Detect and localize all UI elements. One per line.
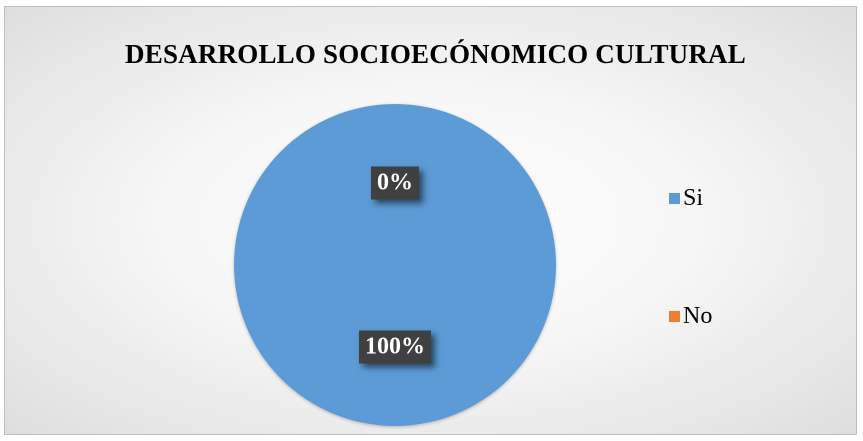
- pie-plot: [234, 104, 556, 426]
- legend-item-si: Si: [669, 183, 712, 213]
- legend-item-no: No: [669, 301, 712, 331]
- legend-swatch: [669, 310, 680, 322]
- legend-label: Si: [683, 184, 704, 211]
- legend-swatch: [669, 192, 680, 204]
- chart-area: DESARROLLO SOCIOECÓNOMICO CULTURAL 100% 0…: [4, 6, 857, 435]
- data-label-si: 100%: [359, 330, 431, 364]
- data-label-no: 0%: [371, 166, 419, 200]
- pie-slice-si: [234, 104, 556, 426]
- legend-label: No: [683, 302, 713, 329]
- chart-legend: Si No: [669, 183, 712, 331]
- chart-title: DESARROLLO SOCIOECÓNOMICO CULTURAL: [125, 39, 746, 69]
